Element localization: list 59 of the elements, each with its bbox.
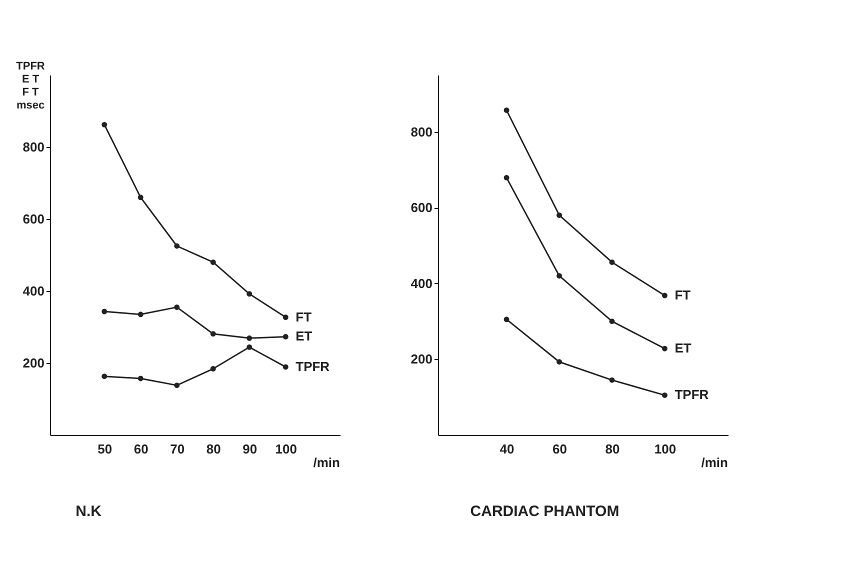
x-tick-label: 80 xyxy=(605,442,620,456)
y-tick-label: 600 xyxy=(22,212,44,226)
point xyxy=(662,392,668,398)
series-label: FT xyxy=(674,288,691,303)
y-axis-title: TPFR E T F T msec xyxy=(16,60,45,112)
series-label: FT xyxy=(296,309,312,324)
x-tick-label: 100 xyxy=(654,442,676,456)
point xyxy=(246,344,252,350)
point xyxy=(556,273,562,279)
point xyxy=(174,382,180,388)
series-label: ET xyxy=(674,340,692,356)
x-tick-label: 50 xyxy=(98,442,112,456)
text: CARDIAC PHANTOM xyxy=(470,503,620,520)
point xyxy=(102,374,108,380)
point xyxy=(556,212,562,218)
x-tick-label: 60 xyxy=(552,442,568,456)
point xyxy=(138,194,144,200)
y-tick-label: 200 xyxy=(410,352,432,367)
point xyxy=(102,122,108,128)
x-tick-label: 70 xyxy=(170,442,185,456)
x-axis-title: /min xyxy=(701,455,728,470)
point xyxy=(609,318,615,324)
point xyxy=(609,259,615,265)
point xyxy=(246,291,252,297)
series-label: TPFR xyxy=(296,358,330,374)
point xyxy=(282,314,288,320)
y-tick-label: 800 xyxy=(22,140,44,154)
point xyxy=(174,304,180,310)
y-tick-label: 400 xyxy=(410,276,432,291)
x-axis-title: /min xyxy=(313,455,340,470)
x-tick-label: 60 xyxy=(134,442,148,456)
point xyxy=(556,359,562,365)
x-tick-label: 90 xyxy=(242,442,258,456)
point xyxy=(138,376,144,382)
point xyxy=(102,308,108,314)
point xyxy=(138,312,144,318)
x-tick-label: 100 xyxy=(275,442,297,456)
point xyxy=(210,259,216,265)
point xyxy=(246,335,252,341)
point xyxy=(174,243,180,249)
point xyxy=(504,174,510,180)
point xyxy=(662,346,668,352)
point xyxy=(504,316,510,322)
point xyxy=(282,334,288,340)
point xyxy=(282,364,288,370)
x-tick-label: 80 xyxy=(206,442,221,456)
point xyxy=(504,108,510,113)
x-tick-label: 40 xyxy=(500,442,514,456)
y-tick-label: 800 xyxy=(410,124,432,140)
y-tick-label: 600 xyxy=(410,200,432,216)
point xyxy=(210,331,216,337)
series-label: ET xyxy=(296,328,312,344)
point xyxy=(210,366,216,372)
series-label: TPFR xyxy=(674,387,710,402)
y-tick-label: 200 xyxy=(22,356,44,370)
point xyxy=(662,292,668,298)
y-tick-label: 400 xyxy=(22,284,44,298)
point xyxy=(609,377,615,383)
text: N.K xyxy=(76,503,102,520)
